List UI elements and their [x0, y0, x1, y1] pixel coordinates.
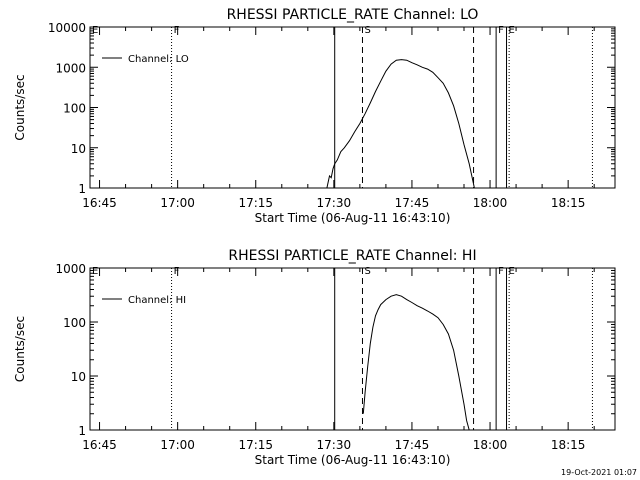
- event-marker-label: E: [509, 266, 515, 277]
- chart-title: RHESSI PARTICLE_RATE Channel: LO: [227, 7, 479, 23]
- x-tick-label: 17:15: [238, 196, 273, 210]
- y-tick-label: 10: [71, 142, 86, 156]
- x-tick-label: 17:45: [395, 438, 430, 452]
- x-tick-label: 17:30: [317, 196, 352, 210]
- event-marker-label: F: [498, 25, 504, 36]
- series-line-0: [362, 294, 470, 431]
- y-axis-label: Counts/sec: [13, 316, 27, 382]
- event-marker-label: S: [364, 25, 370, 36]
- event-marker-label: F: [174, 266, 180, 277]
- y-tick-label: 1: [78, 182, 86, 196]
- y-axis-label: Counts/sec: [13, 74, 27, 140]
- y-tick-label: 1000: [55, 61, 86, 75]
- x-axis-label: Start Time (06-Aug-11 16:43:10): [255, 211, 451, 225]
- event-marker-label: E: [92, 25, 98, 36]
- y-tick-label: 100: [63, 102, 86, 116]
- y-tick-label: 10: [71, 370, 86, 384]
- y-tick-label: 1000: [55, 262, 86, 276]
- x-tick-label: 18:00: [473, 438, 508, 452]
- panel-1: [89, 267, 616, 431]
- panel-0: [89, 26, 616, 189]
- plot-frame: [89, 26, 616, 189]
- x-tick-label: 17:15: [238, 438, 273, 452]
- legend-label: Channel: HI: [128, 295, 186, 306]
- x-tick-label: 18:15: [551, 196, 586, 210]
- event-marker-label: S: [364, 266, 370, 277]
- x-tick-label: 18:00: [473, 196, 508, 210]
- y-tick-label: 1: [78, 424, 86, 438]
- x-tick-label: 16:45: [82, 438, 117, 452]
- event-marker-label: E: [92, 266, 98, 277]
- y-tick-label: 10000: [48, 21, 86, 35]
- plot-frame: [89, 267, 616, 431]
- event-marker-label: E: [509, 25, 515, 36]
- x-axis-label: Start Time (06-Aug-11 16:43:10): [255, 453, 451, 467]
- x-tick-label: 16:45: [82, 196, 117, 210]
- x-tick-label: 17:00: [160, 438, 195, 452]
- x-tick-label: 17:00: [160, 196, 195, 210]
- y-tick-label: 100: [63, 316, 86, 330]
- x-tick-label: 17:45: [395, 196, 430, 210]
- x-tick-label: 17:30: [317, 438, 352, 452]
- footer-timestamp: 19-Oct-2021 01:07: [561, 468, 637, 477]
- x-tick-label: 18:15: [551, 438, 586, 452]
- series-line-0: [326, 59, 475, 189]
- event-marker-label: F: [498, 266, 504, 277]
- legend-label: Channel: LO: [128, 54, 189, 65]
- event-marker-label: F: [174, 25, 180, 36]
- chart-title: RHESSI PARTICLE_RATE Channel: HI: [228, 248, 476, 264]
